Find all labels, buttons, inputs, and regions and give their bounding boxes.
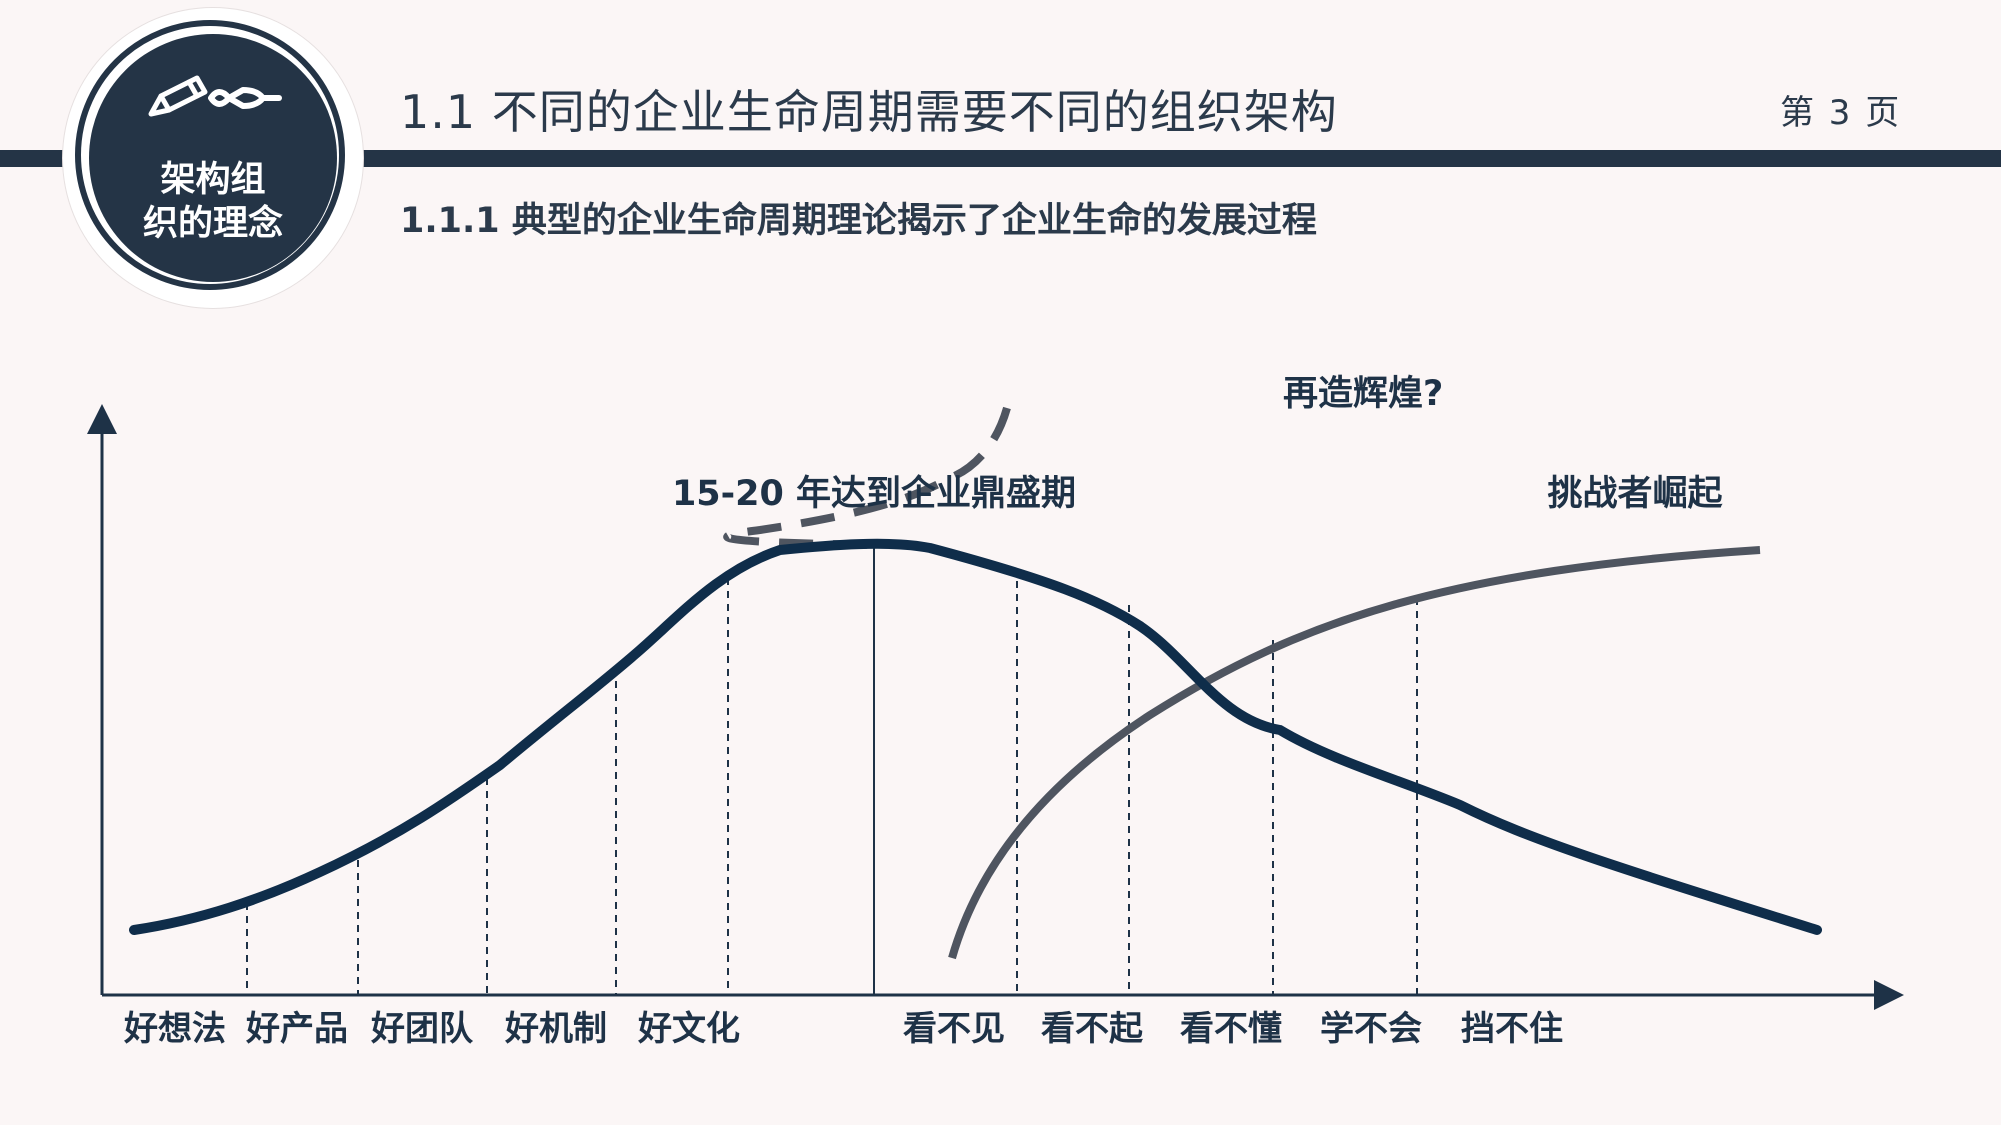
- fountain-pen-icon: [208, 87, 282, 109]
- peak-label: 15-20 年达到企业鼎盛期: [672, 473, 1076, 514]
- page-number: 第 3 页: [1780, 93, 1902, 133]
- challenger-curve: [948, 546, 1761, 960]
- lifecycle-curve: [129, 538, 1822, 935]
- challenger-label: 挑战者崛起: [1547, 474, 1723, 514]
- stage-label-decline: 看不起: [1041, 1009, 1144, 1049]
- stage-label-decline: 挡不住: [1461, 1009, 1563, 1049]
- section-heading: 1.1.1 典型的企业生命周期理论揭示了企业生命的发展过程: [400, 201, 1317, 241]
- rise-stage-labels: 好想法 好产品 好团队 好机制 好文化: [123, 1009, 740, 1049]
- stage-label-decline: 学不会: [1320, 1009, 1422, 1049]
- badge-label: 架构组 织的理念: [103, 158, 323, 246]
- stage-divider-lines: [246, 568, 1418, 995]
- section-badge: 架构组 织的理念: [63, 8, 363, 308]
- stage-label-rise: 好产品: [245, 1009, 348, 1049]
- badge-ring: [75, 20, 345, 290]
- rebirth-label: 再造辉煌?: [1283, 374, 1443, 414]
- decline-stage-labels: 看不见 看不起 看不懂 学不会 挡不住: [903, 1009, 1563, 1049]
- stage-label-rise: 好机制: [504, 1009, 607, 1049]
- stage-label-rise: 好团队: [370, 1009, 474, 1049]
- pencil-icon: [148, 75, 208, 117]
- page-title: 1.1 不同的企业生命周期需要不同的组织架构: [400, 85, 1338, 139]
- stage-label-rise: 好文化: [637, 1009, 740, 1049]
- stage-label-decline: 看不懂: [1180, 1009, 1282, 1049]
- badge-label-line1: 架构组: [160, 160, 266, 200]
- badge-label-line2: 织的理念: [142, 204, 283, 244]
- stage-label-rise: 好想法: [123, 1009, 226, 1049]
- stage-label-decline: 看不见: [903, 1009, 1005, 1049]
- badge-core: [89, 34, 337, 282]
- header-rule: [0, 150, 2001, 167]
- rebirth-curve: [723, 406, 1011, 549]
- badge-icons: [148, 75, 282, 117]
